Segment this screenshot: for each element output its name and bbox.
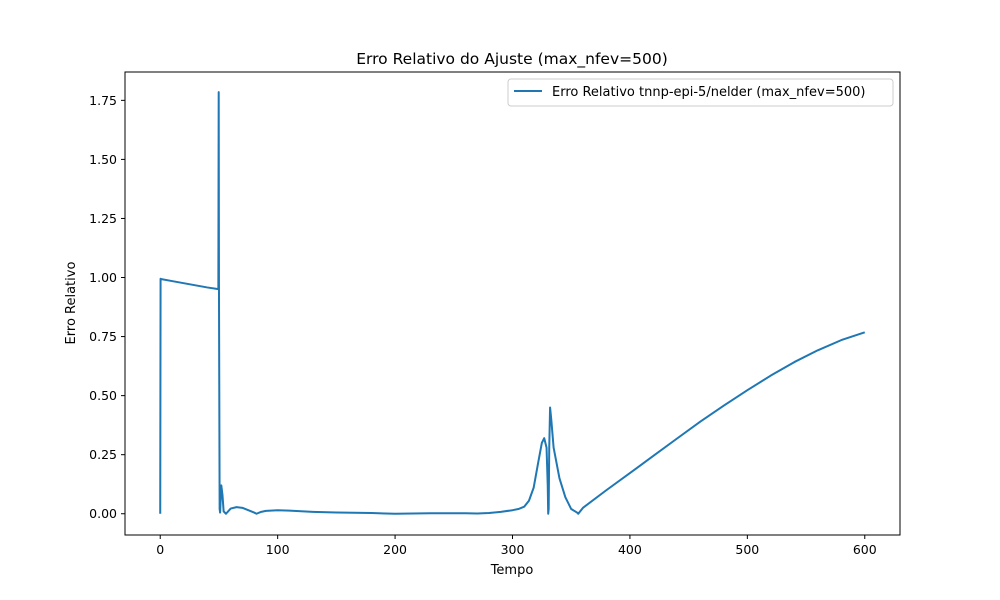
legend-entry: Erro Relativo tnnp-epi-5/nelder (max_nfe… (552, 85, 865, 100)
series-line-0 (159, 91, 866, 515)
x-axis-label: Tempo (490, 563, 534, 578)
x-tick-label: 100 (266, 542, 290, 557)
y-tick-label: 1.25 (89, 211, 117, 226)
x-axis: 0 100 200 300 400 500 600 (156, 535, 877, 557)
x-tick-label: 200 (383, 542, 407, 557)
plot-frame (124, 71, 901, 536)
x-tick-label: 500 (735, 542, 759, 557)
y-tick-label: 1.75 (89, 93, 117, 108)
chart-title: Erro Relativo do Ajuste (max_nfev=500) (356, 50, 668, 69)
y-axis: 0.00 0.25 0.50 0.75 1.00 1.25 1.50 1.75 (89, 93, 125, 521)
y-tick-label: 0.50 (89, 388, 117, 403)
x-tick-label: 0 (156, 542, 164, 557)
y-tick-label: 0.75 (89, 329, 117, 344)
x-tick-label: 600 (853, 542, 877, 557)
x-tick-label: 300 (501, 542, 525, 557)
y-tick-label: 0.00 (89, 506, 117, 521)
legend-box (507, 78, 894, 107)
y-tick-label: 1.50 (89, 152, 117, 167)
legend: Erro Relativo tnnp-epi-5/nelder (max_nfe… (507, 78, 894, 107)
y-axis-label: Erro Relativo (64, 262, 79, 345)
x-tick-label: 400 (618, 542, 642, 557)
y-tick-label: 1.00 (89, 270, 117, 285)
y-tick-label: 0.25 (89, 447, 117, 462)
plot-lines (159, 91, 866, 515)
